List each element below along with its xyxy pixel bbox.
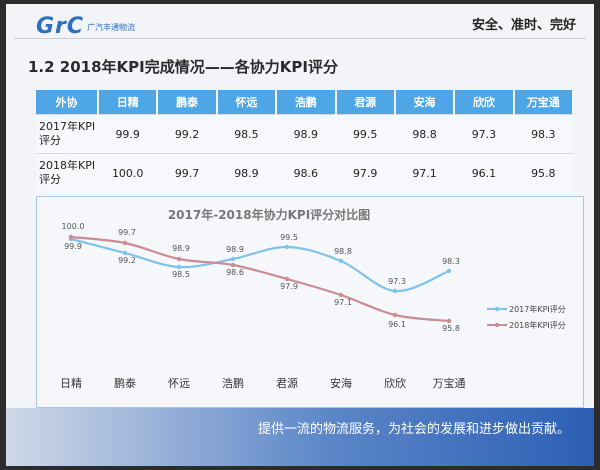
- data-point: [338, 258, 344, 264]
- row-label: 2017年KPI 评分: [36, 114, 98, 154]
- table-header-cell: 安海: [394, 90, 456, 115]
- table-cell: 96.1: [454, 153, 514, 192]
- data-label: 98.5: [172, 270, 190, 279]
- table-cell: 98.8: [394, 114, 455, 154]
- table-cell: 99.7: [157, 153, 217, 192]
- table-cell: 99.9: [98, 114, 158, 154]
- data-label: 98.8: [334, 247, 352, 256]
- data-label: 99.7: [118, 228, 136, 237]
- table-header-cell: 日精: [98, 90, 159, 115]
- line-chart: 2017年-2018年协力KPI评分对比图日精 鹏泰 怀远 浩鹏 君源 安海 欣欣 万宝通 99…: [36, 196, 584, 408]
- header-divider: [14, 38, 586, 39]
- x-tick-label: 鹏泰: [114, 376, 136, 390]
- table-header-cell: 君源: [335, 90, 396, 115]
- table-cell: 97.3: [454, 114, 514, 154]
- x-tick-label: 怀远: [168, 377, 190, 390]
- table-header-cell: 浩鹏: [276, 90, 337, 115]
- table-header-cell: 外协: [36, 90, 99, 115]
- data-label: 97.1: [334, 298, 352, 307]
- data-point: [230, 262, 236, 268]
- data-point: [446, 318, 452, 324]
- data-point: [176, 264, 182, 270]
- legend-marker: [494, 322, 500, 328]
- table-row: 2017年KPI 评分 99.9 99.2 98.5 98.9 99.5 98.8…: [36, 114, 573, 154]
- x-tick-label: 万宝通: [433, 376, 466, 390]
- data-label: 98.9: [172, 244, 190, 253]
- data-point: [176, 256, 182, 262]
- table-row: 2018年KPI 评分 100.0 99.7 98.9 98.6 97.9 97.…: [36, 153, 573, 192]
- table-header-cell: 怀远: [216, 90, 278, 115]
- data-label: 98.6: [226, 268, 244, 277]
- data-label: 100.0: [62, 222, 85, 231]
- table-cell: 97.1: [394, 153, 455, 192]
- x-tick-label: 君源: [276, 376, 298, 390]
- table-cell: 100.0: [98, 153, 158, 192]
- table-cell: 98.3: [513, 114, 573, 154]
- x-tick-label: 安海: [330, 376, 352, 390]
- slide-title: 1.2 2018年KPI完成情况——各协力KPI评分: [28, 58, 338, 76]
- data-point: [122, 240, 128, 246]
- data-label: 98.3: [442, 257, 460, 266]
- legend-label: 2017年KPI评分: [509, 304, 566, 314]
- x-tick-label: 浩鹏: [222, 377, 244, 390]
- data-point: [446, 268, 452, 274]
- company-logo: GrC 广汽丰通物流: [36, 14, 136, 39]
- data-point: [284, 276, 290, 282]
- data-label: 98.9: [226, 245, 244, 254]
- slogan: 安全、准时、完好: [471, 18, 576, 33]
- data-label: 96.1: [388, 320, 406, 329]
- table-header-cell: 鹏泰: [157, 90, 218, 115]
- footer-text: 提供一流的物流服务，为社会的发展和进步做出贡献。: [257, 422, 570, 437]
- table-cell: 97.9: [335, 153, 395, 192]
- legend-marker: [494, 306, 500, 312]
- data-label: 95.8: [442, 324, 460, 333]
- data-point: [338, 292, 344, 298]
- table-cell: 98.9: [216, 153, 277, 192]
- data-point: [68, 234, 74, 240]
- data-point: [284, 244, 290, 250]
- footer-banner: 提供一流的物流服务，为社会的发展和进步做出贡献。: [6, 408, 594, 466]
- data-label: 99.9: [64, 242, 82, 251]
- row-label: 2018年KPI 评分: [36, 153, 98, 192]
- data-point: [122, 250, 128, 256]
- data-label: 99.2: [118, 256, 136, 265]
- legend-label: 2018年KPI评分: [509, 320, 566, 330]
- slide-screen: GrC 广汽丰通物流 安全、准时、完好 1.2 2018年KPI完成情况——各协力…: [6, 4, 594, 466]
- table-cell: 98.6: [276, 153, 336, 192]
- table-cell: 95.8: [513, 153, 573, 192]
- chart-title: 2017年-2018年协力KPI评分对比图: [168, 207, 370, 222]
- data-label: 99.5: [280, 233, 298, 242]
- kpi-table: 外协 日精 鹏泰 怀远 浩鹏 君源 安海 欣欣 万宝通 2017年KPI 评分 9…: [36, 90, 575, 192]
- series-line: [70, 237, 450, 293]
- table-header-row: 外协 日精 鹏泰 怀远 浩鹏 君源 安海 欣欣 万宝通: [36, 90, 575, 115]
- table-cell: 99.5: [335, 114, 395, 154]
- x-tick-label: 欣欣: [384, 376, 406, 390]
- data-point: [392, 288, 398, 294]
- data-point: [230, 256, 236, 262]
- table-cell: 99.2: [157, 114, 217, 154]
- data-label: 97.3: [388, 277, 406, 286]
- data-label: 97.9: [280, 282, 298, 291]
- series-line: [70, 235, 450, 323]
- x-tick-label: 日精: [60, 377, 82, 390]
- table-header-cell: 万宝通: [513, 90, 575, 115]
- table-header-cell: 欣欣: [454, 90, 515, 115]
- table-cell: 98.5: [216, 114, 277, 154]
- data-point: [392, 312, 398, 318]
- table-cell: 98.9: [276, 114, 336, 154]
